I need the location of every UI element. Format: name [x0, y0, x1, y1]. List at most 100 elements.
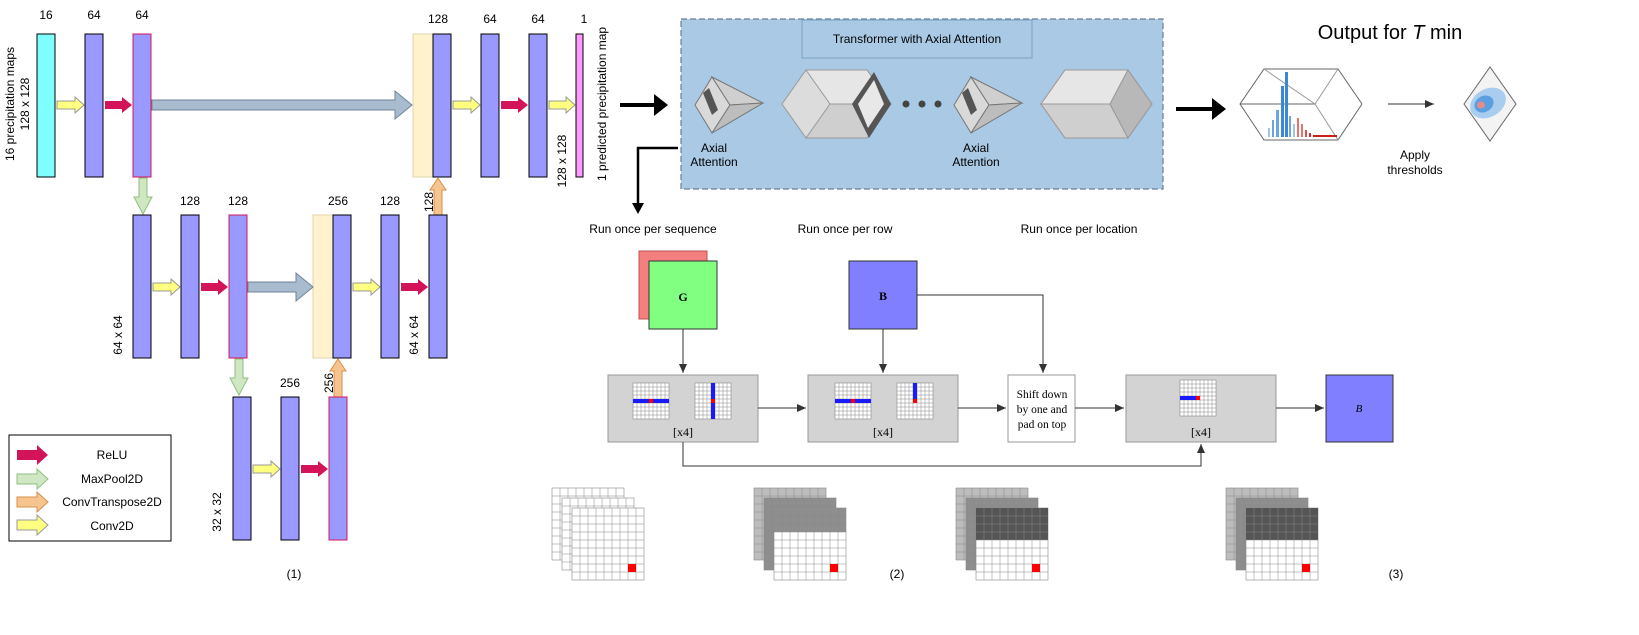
- ch-bottom-256: 256: [280, 376, 300, 390]
- ch-16: 16: [39, 8, 53, 22]
- attention-mask: [835, 399, 871, 403]
- axial-attention-a: [694, 75, 765, 134]
- input-block: [36, 33, 56, 178]
- detail-pointer-head: [632, 203, 644, 214]
- cube-2: [1040, 69, 1153, 139]
- ch-64d: 64: [531, 12, 545, 26]
- upconv-arrow-2: [329, 358, 347, 398]
- threshold-map: [1463, 66, 1517, 142]
- conv-block-128-top: [432, 33, 452, 178]
- attention-mask: [1180, 396, 1200, 400]
- shift-box: [1007, 374, 1076, 443]
- ellipsis-dot-3: [934, 100, 942, 108]
- axial-label-a-1: Axial: [701, 141, 727, 155]
- axial-attention-b: [953, 75, 1024, 134]
- relu-arrow-2: [501, 97, 528, 113]
- conv-arrow-2: [452, 95, 481, 115]
- unet-diagram: 16 64 64 128 64 64 1 16 precipitation ma…: [3, 8, 609, 581]
- mid-block-1: [132, 214, 152, 359]
- conv-block-64a: [84, 33, 104, 178]
- panel-2-label: (2): [890, 567, 905, 581]
- g-square: [648, 260, 718, 330]
- output-block: [575, 33, 584, 178]
- ch-mid-128b: 128: [228, 194, 248, 208]
- maxpool-arrow-2: [229, 358, 249, 397]
- stacked-grids: [551, 487, 1319, 581]
- shift-text-1: Shift down: [1017, 389, 1068, 401]
- mid-block-256: [332, 214, 352, 359]
- ch-64a: 64: [87, 8, 101, 22]
- apply-thresholds-1: Apply: [1400, 148, 1430, 162]
- ch-mid-256: 256: [328, 194, 348, 208]
- legend-maxpool-label: MaxPool2D: [81, 472, 143, 486]
- ch-64c: 64: [483, 12, 497, 26]
- legend-conv-swatch: [16, 513, 49, 537]
- shift-text-2: by one and: [1017, 404, 1068, 416]
- transformer-title-box: [801, 19, 1033, 59]
- conv-arrow-1: [56, 95, 85, 115]
- grid-layer: [1245, 507, 1319, 581]
- b-out-label: B: [1356, 403, 1363, 415]
- mid-conv-arrow-2: [352, 277, 381, 297]
- conv-arrow-3: [548, 95, 576, 115]
- output-title: Output for T min: [1318, 22, 1463, 44]
- conv-block-64d: [528, 33, 548, 178]
- input-size: 128 x 128: [18, 77, 32, 130]
- attention-mask: [633, 399, 669, 403]
- conv-block-64c: [480, 33, 500, 178]
- axial-label-b-2: Attention: [952, 155, 999, 169]
- bottom-relu-arrow: [301, 461, 328, 477]
- grid-layer: [571, 507, 645, 581]
- output-cube: [1239, 68, 1363, 141]
- legend-upconv-label: ConvTranspose2D: [62, 495, 162, 509]
- legend-upconv-swatch: [16, 490, 49, 514]
- mid-concat-256: [312, 214, 334, 359]
- bottom-size: 32 x 32: [210, 492, 224, 532]
- g-label: G: [678, 290, 687, 304]
- skip-arrow-top: [151, 89, 413, 121]
- legend: ReLU MaxPool2D ConvTranspose2D Conv2D: [8, 434, 172, 542]
- ch-128-top: 128: [428, 12, 448, 26]
- transformer-section: Transformer with Axial Attention Axial A…: [620, 18, 1517, 190]
- mid-block-128b: [380, 214, 400, 359]
- query-cell: [830, 564, 838, 572]
- ch-64b: 64: [135, 8, 149, 22]
- run-once-seq: Run once per sequence: [589, 222, 717, 236]
- mid-block-2: [180, 214, 200, 359]
- big-arrow-1-head: [654, 94, 668, 116]
- maxpool-arrow-1: [133, 177, 153, 216]
- skip-connector: [682, 442, 1205, 467]
- detail-pointer-arrow: [636, 146, 678, 207]
- query-cell: [1302, 564, 1310, 572]
- attention-mask: [913, 383, 917, 403]
- cube-1: [781, 69, 892, 139]
- b-out-square: [1325, 374, 1394, 443]
- transformer-title: Transformer with Axial Attention: [833, 32, 1001, 46]
- b-label: B: [879, 289, 887, 303]
- ch-mid-128c: 128: [380, 194, 400, 208]
- ellipsis-dot-1: [902, 100, 910, 108]
- upconv-arrow-1: [429, 177, 447, 216]
- bottom-block-1: [232, 396, 252, 541]
- x4-label-3: [x4]: [1191, 425, 1211, 439]
- input-label: 16 precipitation maps: [3, 47, 17, 161]
- concat-block-128: [412, 33, 434, 178]
- panel-1-label: (1): [287, 567, 302, 581]
- query-cell: [1032, 564, 1040, 572]
- bottom-block-3: [328, 396, 348, 541]
- up-256: 256: [322, 373, 336, 393]
- bottom-block-2: [280, 396, 300, 541]
- ch-mid-128a: 128: [180, 194, 200, 208]
- mid-block-3: [228, 214, 248, 359]
- axial-label-a-2: Attention: [690, 155, 737, 169]
- output-size: 128 x 128: [555, 134, 569, 187]
- conv-block-64b: [132, 33, 152, 178]
- run-once-row: Run once per row: [798, 222, 893, 236]
- mid-size-left: 64 x 64: [111, 315, 125, 355]
- mid-size-right: 64 x 64: [407, 315, 421, 355]
- mid-conv-arrow-1: [152, 277, 181, 297]
- mid-block-out: [428, 214, 448, 359]
- histogram-bars: [1268, 72, 1337, 137]
- big-arrow-2-head: [1212, 98, 1226, 120]
